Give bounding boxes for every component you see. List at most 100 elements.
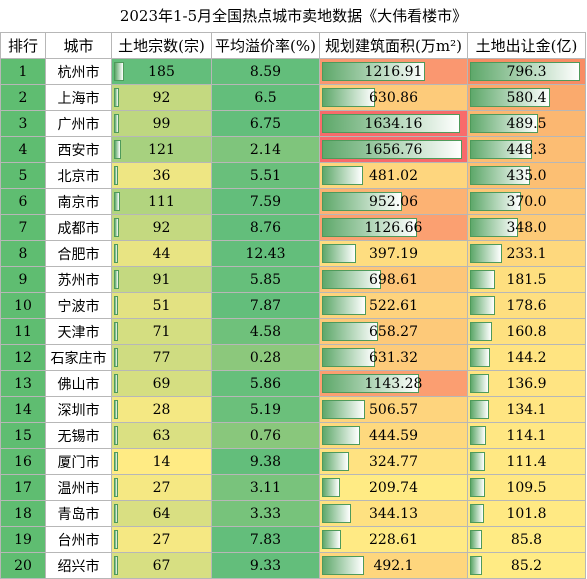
area-cell[interactable]: 481.02 xyxy=(319,162,468,189)
city-cell[interactable]: 广州市 xyxy=(45,110,112,137)
city-cell[interactable]: 佛山市 xyxy=(45,370,112,397)
city-cell[interactable]: 深圳市 xyxy=(45,396,112,423)
city-cell[interactable]: 北京市 xyxy=(45,162,112,189)
city-cell[interactable]: 西安市 xyxy=(45,136,112,163)
city-cell[interactable]: 温州市 xyxy=(45,474,112,501)
area-cell[interactable]: 952.06 xyxy=(319,188,468,215)
area-cell[interactable]: 1656.76 xyxy=(319,136,468,163)
header-count[interactable]: 土地宗数(宗) xyxy=(111,32,212,59)
count-cell[interactable]: 36 xyxy=(111,162,212,189)
city-cell[interactable]: 绍兴市 xyxy=(45,552,112,579)
city-cell[interactable]: 合肥市 xyxy=(45,240,112,267)
premium-cell[interactable]: 4.58 xyxy=(211,318,320,345)
count-cell[interactable]: 99 xyxy=(111,110,212,137)
count-cell[interactable]: 27 xyxy=(111,474,212,501)
city-cell[interactable]: 苏州市 xyxy=(45,266,112,293)
revenue-cell[interactable]: 796.3 xyxy=(467,58,586,85)
revenue-cell[interactable]: 136.9 xyxy=(467,370,586,397)
premium-cell[interactable]: 5.51 xyxy=(211,162,320,189)
premium-cell[interactable]: 6.5 xyxy=(211,84,320,111)
revenue-cell[interactable]: 109.5 xyxy=(467,474,586,501)
rank-cell[interactable]: 17 xyxy=(0,474,46,501)
rank-cell[interactable]: 10 xyxy=(0,292,46,319)
premium-cell[interactable]: 9.33 xyxy=(211,552,320,579)
count-cell[interactable]: 71 xyxy=(111,318,212,345)
revenue-cell[interactable]: 370.0 xyxy=(467,188,586,215)
premium-cell[interactable]: 0.28 xyxy=(211,344,320,371)
premium-cell[interactable]: 3.11 xyxy=(211,474,320,501)
city-cell[interactable]: 成都市 xyxy=(45,214,112,241)
count-cell[interactable]: 69 xyxy=(111,370,212,397)
rank-cell[interactable]: 1 xyxy=(0,58,46,85)
city-cell[interactable]: 杭州市 xyxy=(45,58,112,85)
revenue-cell[interactable]: 233.1 xyxy=(467,240,586,267)
revenue-cell[interactable]: 181.5 xyxy=(467,266,586,293)
area-cell[interactable]: 1126.66 xyxy=(319,214,468,241)
city-cell[interactable]: 石家庄市 xyxy=(45,344,112,371)
rank-cell[interactable]: 2 xyxy=(0,84,46,111)
count-cell[interactable]: 92 xyxy=(111,84,212,111)
header-revenue[interactable]: 土地出让金(亿) xyxy=(467,32,586,59)
revenue-cell[interactable]: 160.8 xyxy=(467,318,586,345)
premium-cell[interactable]: 5.86 xyxy=(211,370,320,397)
count-cell[interactable]: 64 xyxy=(111,500,212,527)
count-cell[interactable]: 185 xyxy=(111,58,212,85)
area-cell[interactable]: 209.74 xyxy=(319,474,468,501)
header-rank[interactable]: 排行 xyxy=(0,32,46,59)
city-cell[interactable]: 宁波市 xyxy=(45,292,112,319)
area-cell[interactable]: 1634.16 xyxy=(319,110,468,137)
rank-cell[interactable]: 16 xyxy=(0,448,46,475)
city-cell[interactable]: 天津市 xyxy=(45,318,112,345)
city-cell[interactable]: 台州市 xyxy=(45,526,112,553)
count-cell[interactable]: 77 xyxy=(111,344,212,371)
revenue-cell[interactable]: 85.2 xyxy=(467,552,586,579)
area-cell[interactable]: 1216.91 xyxy=(319,58,468,85)
area-cell[interactable]: 506.57 xyxy=(319,396,468,423)
count-cell[interactable]: 91 xyxy=(111,266,212,293)
premium-cell[interactable]: 5.19 xyxy=(211,396,320,423)
rank-cell[interactable]: 13 xyxy=(0,370,46,397)
rank-cell[interactable]: 5 xyxy=(0,162,46,189)
rank-cell[interactable]: 11 xyxy=(0,318,46,345)
city-cell[interactable]: 无锡市 xyxy=(45,422,112,449)
revenue-cell[interactable]: 178.6 xyxy=(467,292,586,319)
premium-cell[interactable]: 7.59 xyxy=(211,188,320,215)
revenue-cell[interactable]: 435.0 xyxy=(467,162,586,189)
count-cell[interactable]: 14 xyxy=(111,448,212,475)
area-cell[interactable]: 492.1 xyxy=(319,552,468,579)
header-city[interactable]: 城市 xyxy=(45,32,112,59)
count-cell[interactable]: 63 xyxy=(111,422,212,449)
rank-cell[interactable]: 19 xyxy=(0,526,46,553)
revenue-cell[interactable]: 111.4 xyxy=(467,448,586,475)
revenue-cell[interactable]: 134.1 xyxy=(467,396,586,423)
header-area[interactable]: 规划建筑面积(万m²) xyxy=(319,32,468,59)
rank-cell[interactable]: 6 xyxy=(0,188,46,215)
revenue-cell[interactable]: 489.5 xyxy=(467,110,586,137)
revenue-cell[interactable]: 114.1 xyxy=(467,422,586,449)
premium-cell[interactable]: 12.43 xyxy=(211,240,320,267)
rank-cell[interactable]: 7 xyxy=(0,214,46,241)
area-cell[interactable]: 344.13 xyxy=(319,500,468,527)
rank-cell[interactable]: 9 xyxy=(0,266,46,293)
area-cell[interactable]: 522.61 xyxy=(319,292,468,319)
area-cell[interactable]: 631.32 xyxy=(319,344,468,371)
rank-cell[interactable]: 3 xyxy=(0,110,46,137)
count-cell[interactable]: 67 xyxy=(111,552,212,579)
count-cell[interactable]: 44 xyxy=(111,240,212,267)
count-cell[interactable]: 111 xyxy=(111,188,212,215)
count-cell[interactable]: 27 xyxy=(111,526,212,553)
area-cell[interactable]: 324.77 xyxy=(319,448,468,475)
area-cell[interactable]: 228.61 xyxy=(319,526,468,553)
premium-cell[interactable]: 6.75 xyxy=(211,110,320,137)
rank-cell[interactable]: 15 xyxy=(0,422,46,449)
count-cell[interactable]: 28 xyxy=(111,396,212,423)
rank-cell[interactable]: 4 xyxy=(0,136,46,163)
premium-cell[interactable]: 2.14 xyxy=(211,136,320,163)
count-cell[interactable]: 51 xyxy=(111,292,212,319)
city-cell[interactable]: 厦门市 xyxy=(45,448,112,475)
premium-cell[interactable]: 7.87 xyxy=(211,292,320,319)
premium-cell[interactable]: 9.38 xyxy=(211,448,320,475)
revenue-cell[interactable]: 101.8 xyxy=(467,500,586,527)
city-cell[interactable]: 青岛市 xyxy=(45,500,112,527)
city-cell[interactable]: 上海市 xyxy=(45,84,112,111)
